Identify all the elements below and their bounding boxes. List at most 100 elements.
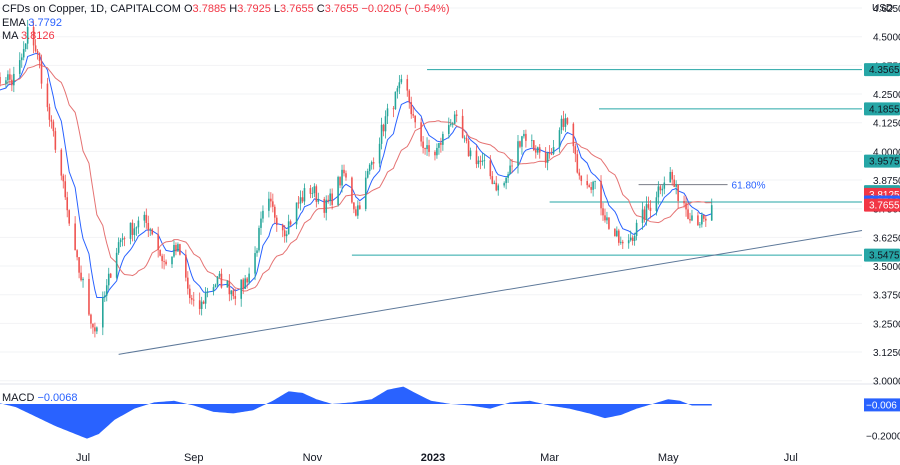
candle-body <box>192 299 195 301</box>
candle-body <box>52 121 55 132</box>
candle-body <box>451 123 454 125</box>
candle-body <box>285 234 288 237</box>
candle-body <box>9 74 11 80</box>
candle-body <box>370 162 373 165</box>
trendline[interactable] <box>118 229 863 355</box>
candle-body <box>398 82 401 89</box>
currency-label: USD <box>872 3 893 14</box>
candle-body <box>129 222 132 239</box>
ema-label: EMA <box>2 17 26 29</box>
candle-body <box>351 177 353 203</box>
candle-body <box>274 206 276 218</box>
candle-body <box>32 27 35 46</box>
candle-body <box>517 141 519 166</box>
candle-body <box>234 296 237 299</box>
candle-body <box>647 204 650 208</box>
price-badge-label: 3.5475 <box>869 251 900 262</box>
ma-line <box>0 64 712 292</box>
candle-body <box>173 244 175 257</box>
candle-body <box>185 254 187 278</box>
macd-legend: MACD −0.0068 <box>2 392 78 405</box>
candle-body <box>619 241 622 243</box>
macd-value: −0.0068 <box>37 392 78 404</box>
candle-body <box>442 133 444 145</box>
ma-legend: MA 3.8126 <box>2 30 55 43</box>
price-badge <box>864 198 900 212</box>
candle-body <box>507 174 509 178</box>
candle-body <box>412 114 415 116</box>
candle-body <box>426 145 428 150</box>
candle-body <box>481 160 484 162</box>
candle-body <box>461 115 464 138</box>
candle-body <box>428 145 430 152</box>
candle-body <box>327 199 329 202</box>
candle-body <box>228 280 231 295</box>
candle-body <box>368 164 371 172</box>
candle-body <box>123 238 126 240</box>
horizontal-levels[interactable]: 61.80% <box>351 69 862 256</box>
symbol-title: CFDs on Copper, 1D, CAPITALCOM <box>2 3 181 15</box>
candle-body <box>268 198 270 211</box>
price-tick-label: 3.1250 <box>873 348 900 359</box>
candle-body <box>13 73 15 86</box>
candle-body <box>384 116 387 132</box>
candle-body <box>36 50 39 54</box>
candle-body <box>511 165 513 167</box>
candle-body <box>246 278 248 283</box>
price-badge-label: 3.9575 <box>869 157 900 168</box>
ema-line <box>0 53 712 299</box>
candle-body <box>604 215 606 221</box>
candle-body <box>382 124 385 132</box>
candle-body <box>317 198 320 202</box>
candle-body <box>657 186 660 198</box>
candle-body <box>357 205 359 216</box>
candle-body <box>281 224 284 231</box>
candle-body <box>467 140 470 157</box>
time-axis[interactable]: Jul Sep Nov 2023 Mar May Jul <box>76 452 798 464</box>
candle-body <box>550 153 553 155</box>
candle-body <box>48 107 51 120</box>
candle-body <box>655 197 658 211</box>
candle-body <box>641 209 644 223</box>
candle-body <box>242 279 244 289</box>
candle-body <box>66 197 69 211</box>
candle-body <box>272 201 274 207</box>
candle-body <box>0 76 1 84</box>
price-axis[interactable]: USD4.62504.50004.37504.25004.12504.00003… <box>864 3 900 443</box>
candle-body <box>479 160 482 162</box>
candle-body <box>576 154 579 173</box>
candle-body <box>92 323 94 328</box>
candle-body <box>675 184 677 187</box>
change-value: −0.0205 (−0.54%) <box>361 3 450 15</box>
candle-body <box>68 210 70 224</box>
candle-body <box>232 290 235 297</box>
macd-badge <box>864 398 900 412</box>
candle-body <box>701 214 703 225</box>
candle-body <box>188 288 191 299</box>
trendline-segment <box>118 229 863 355</box>
candle-body <box>159 249 161 256</box>
candle-body <box>80 272 82 281</box>
candle-body <box>703 214 705 219</box>
candle-body <box>187 277 189 289</box>
candle-body <box>214 284 217 288</box>
candle-body <box>434 151 436 156</box>
candle-body <box>34 45 37 51</box>
price-badge <box>864 248 900 262</box>
ema-legend: EMA 3.7792 <box>2 17 62 30</box>
candle-body <box>297 202 300 204</box>
candle-body <box>645 204 648 220</box>
price-tick-label: 3.0000 <box>873 377 900 388</box>
candle-body <box>710 205 713 221</box>
candle-body <box>40 61 43 84</box>
candle-body <box>204 292 207 304</box>
candle-body <box>11 79 13 86</box>
candle-body <box>135 227 138 229</box>
candle-body <box>309 188 312 194</box>
candle-body <box>26 27 29 44</box>
candle-body <box>109 273 112 278</box>
candle-body <box>46 83 49 108</box>
candle-body <box>420 122 422 142</box>
candle-body <box>311 193 314 194</box>
